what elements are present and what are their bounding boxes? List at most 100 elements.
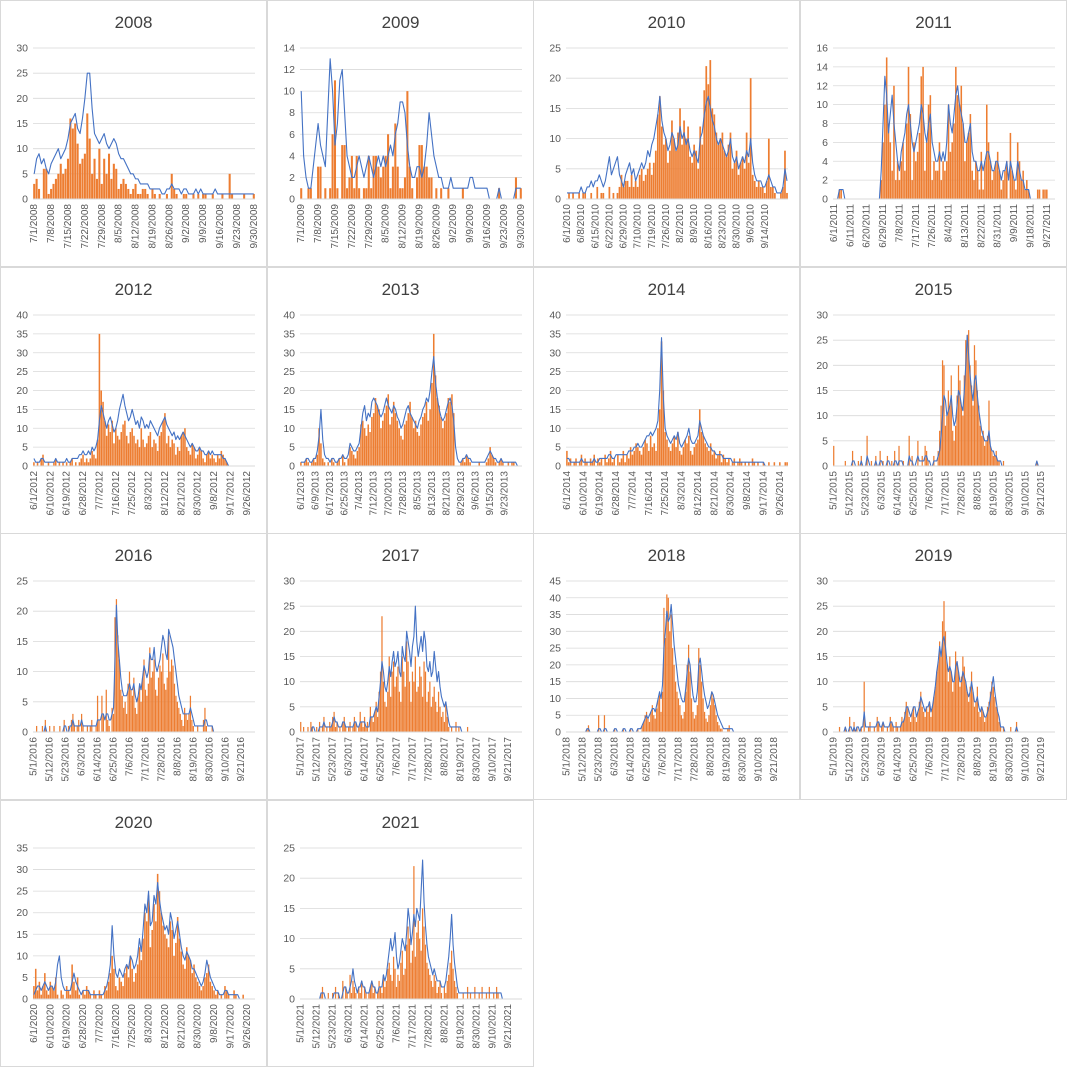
bar bbox=[984, 161, 986, 199]
x-tick-label: 6/9/2013 bbox=[310, 471, 321, 510]
bar bbox=[617, 454, 619, 466]
bar bbox=[218, 458, 221, 466]
bar bbox=[944, 170, 946, 199]
bar bbox=[390, 696, 392, 732]
bar bbox=[698, 648, 700, 732]
bar bbox=[860, 726, 862, 732]
bar bbox=[519, 188, 522, 199]
bar bbox=[469, 992, 472, 999]
bar bbox=[370, 188, 373, 199]
bar bbox=[136, 439, 139, 466]
bar bbox=[645, 711, 648, 732]
bar bbox=[988, 701, 990, 732]
bar bbox=[428, 177, 431, 199]
bar bbox=[192, 725, 194, 732]
bar bbox=[677, 432, 679, 466]
bar bbox=[314, 462, 317, 466]
bar bbox=[124, 973, 126, 999]
bar bbox=[1004, 170, 1006, 199]
bar bbox=[669, 150, 671, 199]
y-tick-label: 30 bbox=[283, 576, 295, 588]
bar bbox=[462, 992, 464, 999]
bar bbox=[1015, 189, 1017, 199]
x-tick-label: 6/17/2013 bbox=[325, 471, 336, 516]
y-tick-label: 15 bbox=[816, 651, 828, 663]
x-tick-label: 6/19/2012 bbox=[62, 471, 73, 516]
x-tick-label: 6/14/2018 bbox=[626, 737, 637, 782]
bar bbox=[182, 725, 184, 732]
bar bbox=[420, 145, 423, 199]
x-tick-label: 7/16/2020 bbox=[111, 1004, 122, 1049]
bar bbox=[176, 701, 178, 732]
y-tick-label: 5 bbox=[289, 963, 295, 975]
bar bbox=[112, 163, 115, 199]
x-tick-label: 8/30/2017 bbox=[471, 737, 482, 782]
bar bbox=[403, 974, 405, 999]
bar bbox=[995, 450, 997, 466]
bar bbox=[987, 142, 990, 199]
bar bbox=[962, 123, 964, 199]
bar bbox=[644, 715, 646, 732]
x-tick-label: 8/21/2020 bbox=[176, 1004, 187, 1049]
x-tick-label: 6/3/2021 bbox=[344, 1004, 355, 1043]
bar bbox=[429, 681, 431, 732]
bar bbox=[949, 151, 952, 199]
bar bbox=[173, 188, 176, 199]
bar bbox=[69, 462, 72, 466]
bar bbox=[442, 428, 444, 466]
bar bbox=[118, 439, 121, 466]
bar bbox=[211, 986, 214, 999]
bar bbox=[975, 360, 977, 466]
bar bbox=[416, 177, 419, 199]
bar bbox=[207, 964, 210, 999]
bar bbox=[715, 458, 717, 466]
bar bbox=[656, 114, 659, 199]
series-line bbox=[300, 58, 521, 200]
x-tick-label: 9/10/2015 bbox=[1020, 471, 1031, 516]
bar bbox=[394, 686, 396, 732]
x-tick-label: 8/19/2015 bbox=[988, 471, 999, 516]
bar bbox=[391, 671, 393, 732]
bar bbox=[80, 458, 82, 466]
bar bbox=[844, 460, 846, 466]
bar bbox=[653, 715, 655, 732]
bar bbox=[147, 435, 150, 466]
x-tick-label: 6/10/2014 bbox=[578, 471, 589, 516]
x-tick-label: 9/16/2009 bbox=[482, 204, 493, 249]
bar bbox=[180, 435, 183, 466]
bar bbox=[453, 980, 456, 999]
y-tick-label: 10 bbox=[549, 693, 561, 705]
bar bbox=[80, 713, 83, 732]
bar bbox=[867, 726, 870, 732]
bar bbox=[417, 920, 419, 999]
x-tick-label: 8/3/2012 bbox=[144, 471, 155, 510]
bar bbox=[198, 986, 201, 999]
bar bbox=[603, 715, 606, 732]
x-tick-label: 7/6/2018 bbox=[657, 737, 668, 776]
bar bbox=[966, 691, 968, 732]
bar bbox=[969, 365, 971, 466]
bar bbox=[73, 725, 75, 732]
y-tick-label: 0 bbox=[822, 461, 828, 473]
y-tick-label: 5 bbox=[555, 442, 561, 454]
bar bbox=[975, 161, 977, 199]
x-tick-label: 5/23/2015 bbox=[861, 471, 872, 516]
x-tick-label: 8/3/2020 bbox=[144, 1004, 155, 1043]
bar bbox=[757, 462, 759, 466]
bar bbox=[682, 718, 684, 732]
bar bbox=[125, 713, 128, 732]
bar bbox=[168, 635, 170, 732]
x-tick-label: 7/4/2013 bbox=[354, 471, 365, 510]
bar bbox=[606, 462, 608, 466]
bar bbox=[356, 450, 359, 466]
bar bbox=[440, 992, 443, 999]
bar bbox=[909, 114, 912, 199]
x-tick-label: 7/8/2008 bbox=[46, 204, 57, 243]
bar bbox=[654, 718, 656, 732]
bar bbox=[130, 689, 132, 732]
bar bbox=[311, 726, 313, 732]
bar bbox=[744, 462, 747, 466]
bar bbox=[602, 192, 605, 199]
bar bbox=[213, 990, 215, 999]
bar bbox=[695, 715, 697, 732]
